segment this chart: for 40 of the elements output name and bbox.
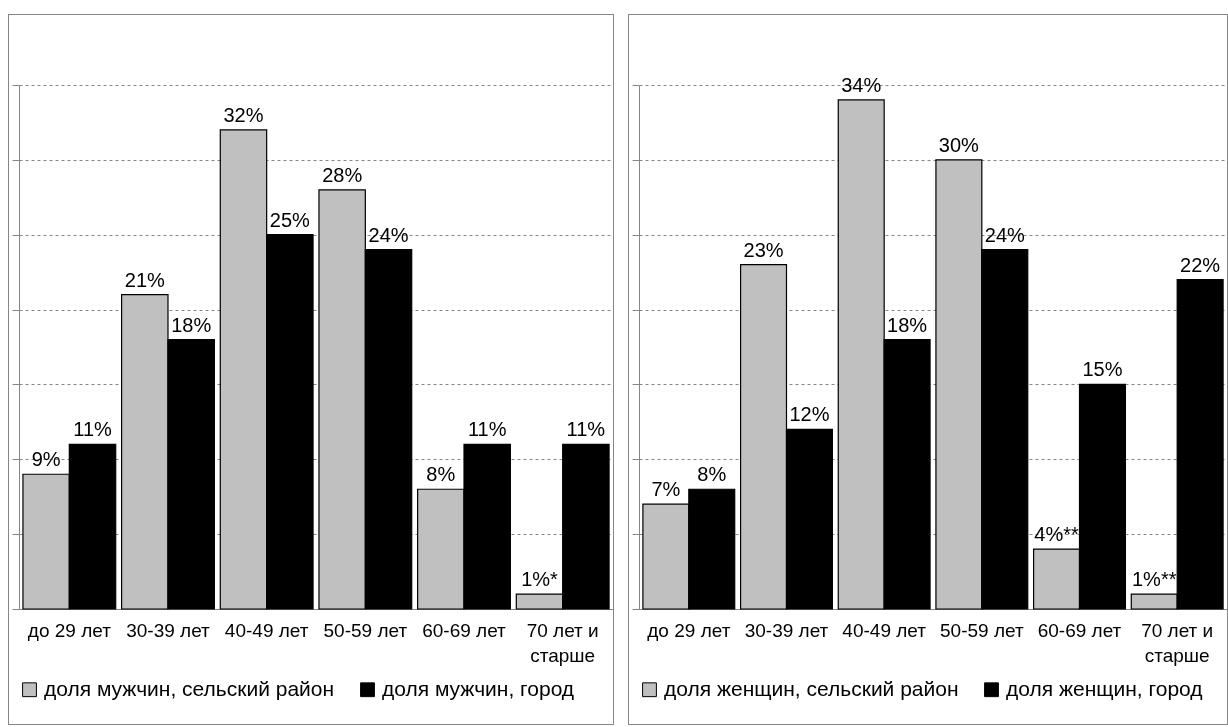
legend-label: доля мужчин, город bbox=[382, 676, 575, 700]
data-label: 21% bbox=[124, 268, 166, 291]
x-tick-label: 70 лет и старше bbox=[1141, 619, 1214, 666]
data-label: 22% bbox=[1180, 253, 1221, 276]
x-tick-label: 30-39 лет bbox=[126, 619, 211, 641]
data-label: 7% bbox=[651, 478, 681, 501]
data-label: 11% bbox=[467, 418, 507, 441]
data-label: 32% bbox=[223, 103, 264, 126]
data-label: 8% bbox=[697, 463, 727, 486]
data-label: 24% bbox=[368, 223, 409, 246]
x-tick-label: 40-49 лет bbox=[842, 619, 927, 641]
legend-label: доля мужчин, сельский район bbox=[44, 676, 335, 700]
data-label: 15% bbox=[1082, 358, 1123, 381]
data-label: 8% bbox=[426, 463, 456, 486]
data-label: 28% bbox=[322, 163, 363, 186]
data-label: 1%** bbox=[1131, 568, 1177, 591]
data-label: 34% bbox=[841, 73, 882, 96]
data-label: 18% bbox=[887, 313, 928, 336]
x-tick-label: 50-59 лет bbox=[940, 619, 1024, 641]
data-label: 11% bbox=[73, 418, 112, 441]
data-label: 11% bbox=[566, 418, 606, 441]
data-label: 9% bbox=[31, 448, 61, 471]
x-tick-label: 40-49 лет bbox=[224, 619, 309, 641]
data-label: 4%** bbox=[1034, 523, 1080, 546]
x-tick-label: 60-69 лет bbox=[422, 619, 507, 641]
data-label: 24% bbox=[984, 223, 1026, 246]
x-tick-label: до 29 лет bbox=[647, 619, 731, 641]
data-label: 1%* bbox=[521, 568, 559, 591]
x-tick-label: 60-69 лет bbox=[1037, 619, 1122, 641]
data-label: 30% bbox=[938, 133, 980, 156]
x-tick-label: 30-39 лет bbox=[744, 619, 829, 641]
data-label: 25% bbox=[269, 208, 311, 231]
x-tick-label: до 29 лет bbox=[27, 619, 112, 641]
x-tick-label: 50-59 лет bbox=[323, 619, 408, 641]
data-label: 12% bbox=[789, 403, 830, 426]
legend-label: доля женщин, сельский район bbox=[664, 676, 959, 700]
x-tick-label: 70 лет и старше bbox=[526, 619, 599, 666]
legend-label: доля женщин, город bbox=[1006, 676, 1203, 700]
data-label: 23% bbox=[743, 238, 784, 261]
data-label: 18% bbox=[171, 313, 212, 336]
